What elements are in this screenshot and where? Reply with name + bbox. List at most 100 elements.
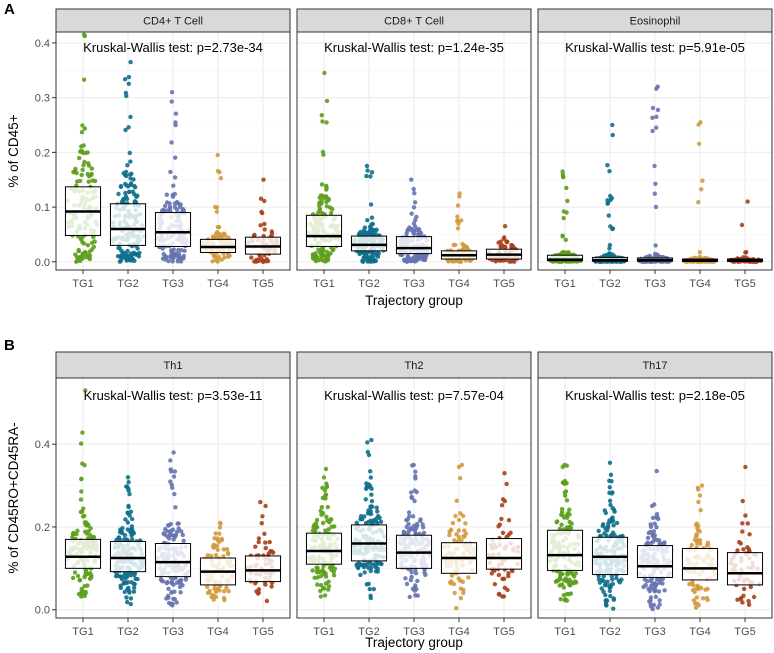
data-point: [653, 204, 659, 210]
data-point: [179, 529, 184, 534]
data-point: [330, 206, 335, 212]
box-iqr: [681, 547, 719, 581]
data-point: [87, 249, 93, 254]
data-point: [560, 233, 565, 238]
box-tg2: [109, 540, 147, 573]
data-point: [564, 185, 569, 191]
data-point: [319, 182, 325, 187]
data-point: [560, 169, 565, 174]
data-point: [412, 191, 417, 196]
data-point: [565, 525, 571, 531]
box-iqr: [636, 545, 674, 578]
data-point: [120, 526, 125, 531]
data-point: [376, 514, 381, 519]
data-point: [129, 527, 134, 532]
x-tick-label: TG5: [493, 626, 514, 638]
data-point: [607, 498, 613, 503]
box-tg2: [350, 524, 388, 562]
data-point: [409, 570, 414, 575]
data-point: [321, 152, 326, 157]
data-point: [455, 214, 460, 219]
data-point: [83, 250, 88, 255]
box-tg2: [591, 256, 629, 262]
data-point: [748, 584, 753, 590]
data-point: [80, 589, 86, 594]
data-point: [564, 578, 569, 583]
data-point: [409, 495, 415, 501]
data-point: [82, 126, 88, 131]
data-point: [259, 521, 264, 526]
data-point: [159, 578, 164, 583]
box-tg3: [154, 543, 192, 578]
data-point: [611, 523, 616, 528]
data-point: [329, 567, 334, 573]
data-point: [165, 529, 170, 534]
data-point: [135, 246, 140, 251]
x-tick-label: TG5: [734, 626, 755, 638]
data-point: [128, 509, 134, 514]
data-point: [645, 541, 650, 546]
data-point: [365, 218, 370, 223]
x-tick-label: TG4: [207, 626, 228, 638]
data-point: [607, 460, 613, 465]
data-point: [740, 600, 745, 605]
data-point: [127, 588, 132, 594]
box-tg2: [591, 536, 629, 576]
box-iqr: [109, 540, 147, 573]
data-point: [405, 517, 411, 522]
data-point: [605, 525, 611, 530]
data-point: [499, 516, 504, 522]
data-point: [697, 250, 703, 255]
data-point: [609, 251, 614, 257]
data-point: [654, 125, 659, 130]
data-point: [369, 215, 375, 220]
data-point: [455, 203, 461, 208]
x-tick-label: TG5: [493, 278, 514, 290]
data-point: [171, 537, 176, 542]
data-point: [413, 593, 418, 598]
data-point: [557, 583, 562, 588]
data-point: [364, 484, 370, 490]
data-point: [561, 215, 566, 221]
data-point: [654, 468, 659, 474]
data-point: [601, 522, 606, 527]
data-point: [423, 572, 428, 577]
data-point: [126, 480, 131, 485]
x-tick-label: TG3: [403, 626, 424, 638]
data-point: [459, 538, 464, 543]
data-point: [745, 199, 750, 204]
data-point: [696, 200, 701, 205]
data-point: [324, 183, 329, 188]
data-point: [85, 150, 90, 155]
data-point: [310, 255, 316, 261]
data-point: [358, 572, 363, 578]
data-point: [607, 583, 613, 588]
data-point: [608, 472, 614, 477]
data-point: [252, 232, 257, 238]
data-point: [324, 187, 329, 192]
data-point: [502, 235, 507, 240]
data-point: [554, 520, 559, 525]
data-point: [361, 228, 367, 233]
box-iqr: [154, 543, 192, 578]
data-point: [601, 589, 606, 594]
data-point: [504, 239, 509, 244]
data-point: [181, 253, 187, 259]
data-point: [369, 520, 374, 525]
data-point: [161, 251, 166, 257]
x-tick-label: TG3: [644, 278, 665, 290]
data-point: [604, 533, 609, 538]
data-point: [368, 202, 374, 207]
data-point: [166, 536, 172, 541]
data-point: [314, 517, 320, 523]
data-point: [746, 598, 751, 604]
data-point: [172, 469, 178, 474]
box-tg2: [109, 203, 147, 246]
y-tick-label: 0.4: [35, 439, 50, 451]
data-point: [75, 179, 80, 184]
data-point: [319, 257, 324, 262]
data-point: [171, 183, 176, 188]
data-point: [565, 511, 570, 516]
data-point: [217, 539, 222, 544]
data-point: [125, 520, 131, 525]
